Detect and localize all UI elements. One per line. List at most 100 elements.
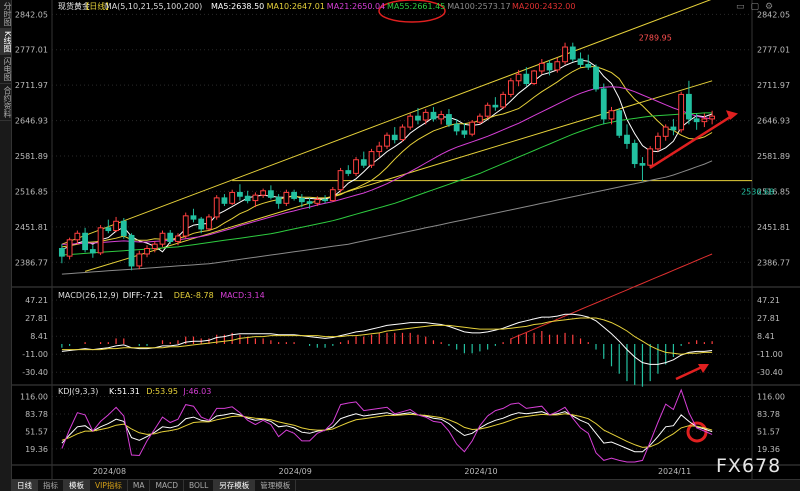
macd-tick-left: 47.21 [25,296,48,305]
ma100-line [61,160,713,275]
low-annotation: 2536.68 [741,188,774,197]
candle-up [66,239,73,257]
window-controls: ▭ ▢ ⚙ [736,2,773,12]
candle-down [291,191,298,199]
kdj-header-label: KDJ(9,3,3) [58,387,98,396]
candle-up [608,110,615,120]
candle-up [384,134,390,147]
candle-up [74,232,81,241]
candle-down [639,163,646,166]
candle-up [469,121,476,135]
candle-up [337,170,344,191]
trend-arrow-price [649,113,735,169]
kdj-tick-left: 116.00 [20,392,48,401]
macd-header-label: DEA:-8.78 [174,291,214,300]
candle-down [198,218,205,230]
ma-header-label: MA5:2638.50 [211,2,264,11]
candle-down [693,118,700,123]
kdj-tick-right: 51.57 [757,427,780,436]
candle-down [275,196,282,204]
kdj-tick-right: 83.78 [757,410,780,419]
kdj-header-label: D:53.95 [146,387,178,396]
candle-down [593,66,599,90]
candle-up [260,190,267,196]
trend-arrow-head-macd [698,364,709,373]
candle-down [631,142,638,165]
indicator-headers: 现货黄金【日线】MA(5,10,21,55,100,200) MA5:2638.5… [58,1,575,396]
settings-icon[interactable]: ⚙ [765,2,774,12]
candle-up [655,135,661,150]
price-tick-right: 2451.81 [757,223,790,232]
high-annotation: 2789.95 [639,34,672,43]
candle-up [175,235,181,242]
sidebar-tab-contract-info[interactable]: 合约资料 [0,84,12,122]
kdj-header-label: J:46.03 [182,387,211,396]
bottom-tab[interactable]: BOLL [184,480,215,491]
price-tick-right: 2842.05 [757,10,790,19]
bottom-tab[interactable]: 模板 [64,480,90,491]
bottom-tab[interactable]: 指标 [38,480,64,491]
candle-up [206,216,212,230]
price-tick-left: 2711.97 [15,81,48,90]
candle-up [97,227,104,254]
candle-down [82,232,88,251]
price-tick-right: 2711.97 [757,81,790,90]
macd-header-label: MACD(26,12,9) [58,291,119,300]
bottom-tab[interactable]: MA [128,480,151,491]
macd-header-label: MACD:3.14 [220,291,265,300]
trend-channels [61,0,752,272]
price-chart[interactable]: 2842.05 2842.05 2777.01 2777.01 2711.97 2711.… [0,0,800,479]
macd-header-label: DIFF:-7.21 [123,291,164,300]
candle-up [438,114,445,120]
bottom-tab[interactable]: VIP指标 [90,480,128,491]
candle-up [538,62,545,72]
annotations: 2789.95 2536.68 [378,0,774,443]
candle-up [507,80,514,95]
price-tick-left: 2386.77 [15,258,48,267]
candle-down [624,134,630,144]
candle-up [476,115,483,123]
candle-up [283,191,290,204]
date-label: 2024/10 [464,467,497,476]
candle-up [376,145,383,153]
candle-up [562,46,568,63]
macd-tick-right: 47.21 [757,296,780,305]
candle-down [546,62,553,71]
price-axis: 2842.05 2842.05 2777.01 2777.01 2711.97 2711.… [15,10,790,267]
macd-tick-right: 27.81 [757,314,780,323]
bottom-tab[interactable]: 另存模板 [214,480,256,491]
sidebar-tab-timeshare[interactable]: 分时图 [0,0,12,29]
candle-up [229,191,236,204]
candle-up [314,199,321,204]
sidebar-tab-kline[interactable]: K线图 [0,29,12,56]
candle-down [686,93,692,120]
chart-background [12,0,800,479]
macd-tick-left: -11.00 [22,350,48,359]
bottom-tab[interactable]: 日线 [12,480,38,491]
candle-up [647,148,654,166]
ma-header-label: 现货黄金 [58,1,90,11]
kdj-k-line [61,411,713,453]
candlesticks [58,42,716,271]
candle-down [446,114,452,125]
minimize-icon[interactable]: ▭ [736,2,745,12]
candle-down [600,88,607,120]
macd-panel: 47.21 47.21 27.81 27.81 8.41 8.41 -11.00 -11.00… [22,296,783,387]
sidebar-tab-flash[interactable]: 闪电图 [0,55,12,85]
price-tick-right: 2581.89 [757,152,790,161]
bottom-tab[interactable]: MACD [150,480,184,491]
trend-arrow-head-price [726,110,738,120]
macd-diff-line [61,313,713,365]
candle-down [585,63,592,68]
bottom-tab[interactable]: 管理模板 [255,480,297,491]
candle-down [267,190,274,198]
ma-header-label: MA10:2647.01 [267,2,325,11]
kdj-tick-left: 19.36 [25,445,48,454]
macd-tick-left: 8.41 [30,332,48,341]
price-tick-left: 2451.81 [15,223,48,232]
candle-down [616,110,623,136]
candle-up [422,111,429,121]
restore-icon[interactable]: ▢ [750,2,760,12]
candle-down [58,248,65,257]
candle-down [105,227,112,232]
